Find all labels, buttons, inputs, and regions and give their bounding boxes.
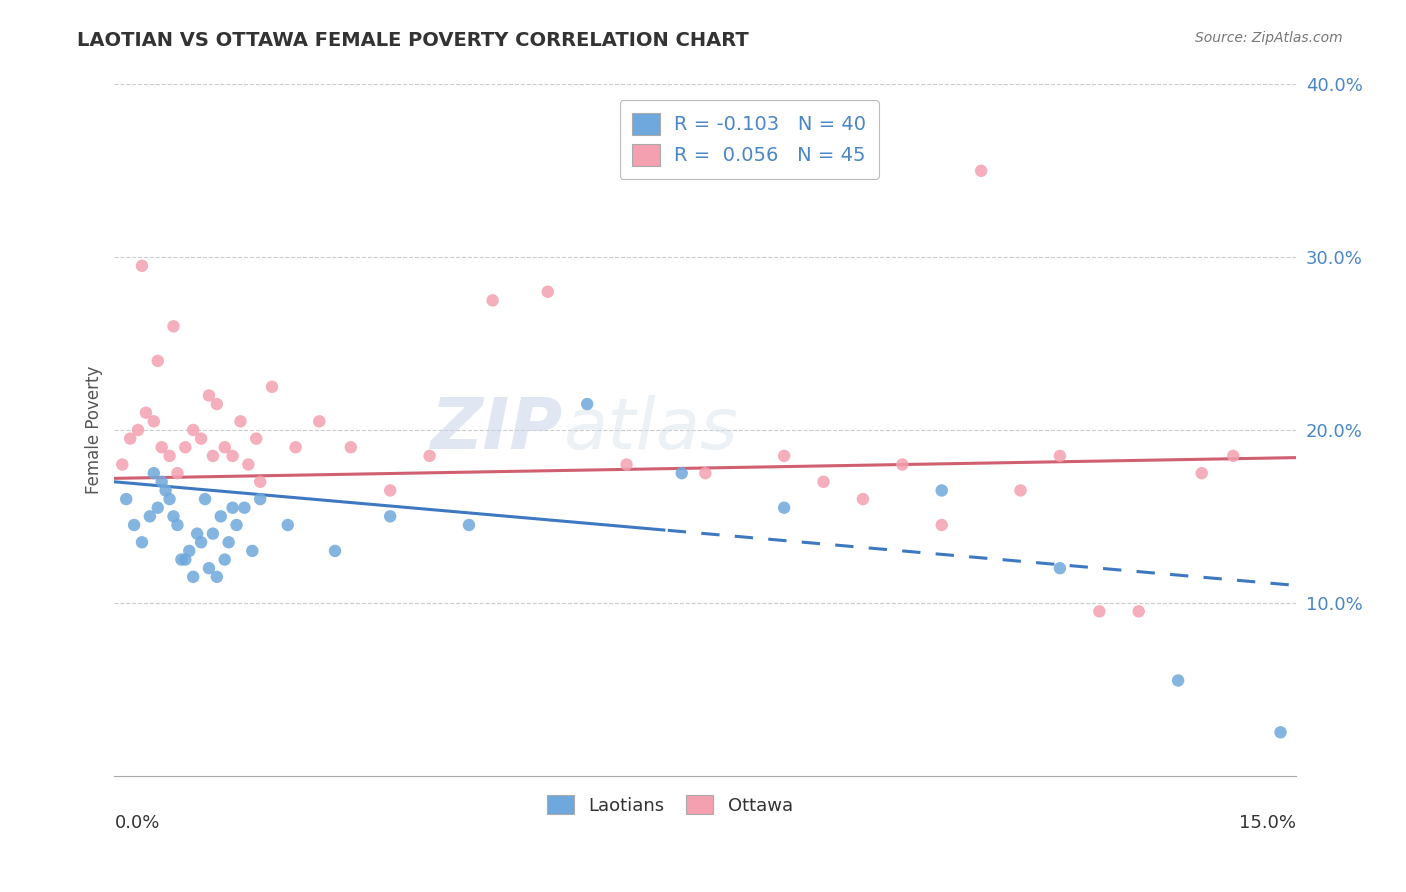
Point xyxy=(214,440,236,454)
Point xyxy=(339,440,361,454)
Legend: Laotians, Ottawa: Laotians, Ottawa xyxy=(540,788,800,822)
Point xyxy=(225,518,247,533)
Text: ZIP: ZIP xyxy=(432,395,564,465)
Point xyxy=(970,164,993,178)
Point xyxy=(773,449,796,463)
Point xyxy=(162,509,184,524)
Point xyxy=(308,414,330,428)
Text: 0.0%: 0.0% xyxy=(114,814,160,832)
Text: 15.0%: 15.0% xyxy=(1239,814,1296,832)
Point xyxy=(481,293,503,308)
Point xyxy=(186,526,208,541)
Point xyxy=(120,432,142,446)
Point xyxy=(284,440,307,454)
Point xyxy=(201,449,224,463)
Point xyxy=(813,475,835,489)
Point xyxy=(233,500,256,515)
Point xyxy=(159,449,181,463)
Point xyxy=(1088,604,1111,618)
Point xyxy=(773,500,796,515)
Point xyxy=(111,458,134,472)
Point xyxy=(1128,604,1150,618)
Point xyxy=(249,492,271,507)
Point xyxy=(221,449,243,463)
Point xyxy=(170,552,193,566)
Point xyxy=(1049,449,1071,463)
Point xyxy=(146,354,169,368)
Point xyxy=(576,397,599,411)
Point xyxy=(190,535,212,549)
Point xyxy=(1010,483,1032,498)
Point xyxy=(419,449,441,463)
Point xyxy=(194,492,217,507)
Point xyxy=(131,259,153,273)
Text: atlas: atlas xyxy=(564,395,738,465)
Point xyxy=(146,500,169,515)
Point xyxy=(205,397,228,411)
Point xyxy=(142,466,165,480)
Point xyxy=(201,526,224,541)
Text: LAOTIAN VS OTTAWA FEMALE POVERTY CORRELATION CHART: LAOTIAN VS OTTAWA FEMALE POVERTY CORRELA… xyxy=(77,31,749,50)
Point xyxy=(181,423,204,437)
Point xyxy=(240,544,263,558)
Point xyxy=(260,380,283,394)
Point xyxy=(131,535,153,549)
Point xyxy=(852,492,875,507)
Point xyxy=(1270,725,1292,739)
Point xyxy=(1049,561,1071,575)
Point xyxy=(616,458,638,472)
Point xyxy=(249,475,271,489)
Point xyxy=(380,483,402,498)
Point xyxy=(190,432,212,446)
Point xyxy=(218,535,240,549)
Point xyxy=(214,552,236,566)
Point xyxy=(931,483,953,498)
Point xyxy=(229,414,252,428)
Point xyxy=(142,414,165,428)
Point xyxy=(323,544,346,558)
Point xyxy=(115,492,138,507)
Y-axis label: Female Poverty: Female Poverty xyxy=(86,366,103,494)
Point xyxy=(537,285,560,299)
Point xyxy=(695,466,717,480)
Text: Source: ZipAtlas.com: Source: ZipAtlas.com xyxy=(1195,31,1343,45)
Point xyxy=(166,518,188,533)
Point xyxy=(205,570,228,584)
Point xyxy=(209,509,232,524)
Point xyxy=(150,440,173,454)
Point xyxy=(238,458,260,472)
Point xyxy=(181,570,204,584)
Point xyxy=(891,458,914,472)
Point xyxy=(1222,449,1244,463)
Point xyxy=(671,466,693,480)
Point xyxy=(277,518,299,533)
Point xyxy=(380,509,402,524)
Point xyxy=(166,466,188,480)
Point xyxy=(174,552,197,566)
Point xyxy=(162,319,184,334)
Point xyxy=(159,492,181,507)
Point xyxy=(135,406,157,420)
Point xyxy=(221,500,243,515)
Point xyxy=(122,518,145,533)
Point xyxy=(198,561,221,575)
Point xyxy=(931,518,953,533)
Point xyxy=(139,509,162,524)
Point xyxy=(245,432,267,446)
Point xyxy=(174,440,197,454)
Point xyxy=(458,518,481,533)
Point xyxy=(198,388,221,402)
Point xyxy=(127,423,149,437)
Point xyxy=(1167,673,1189,688)
Point xyxy=(150,475,173,489)
Point xyxy=(179,544,201,558)
Point xyxy=(1191,466,1213,480)
Point xyxy=(155,483,177,498)
